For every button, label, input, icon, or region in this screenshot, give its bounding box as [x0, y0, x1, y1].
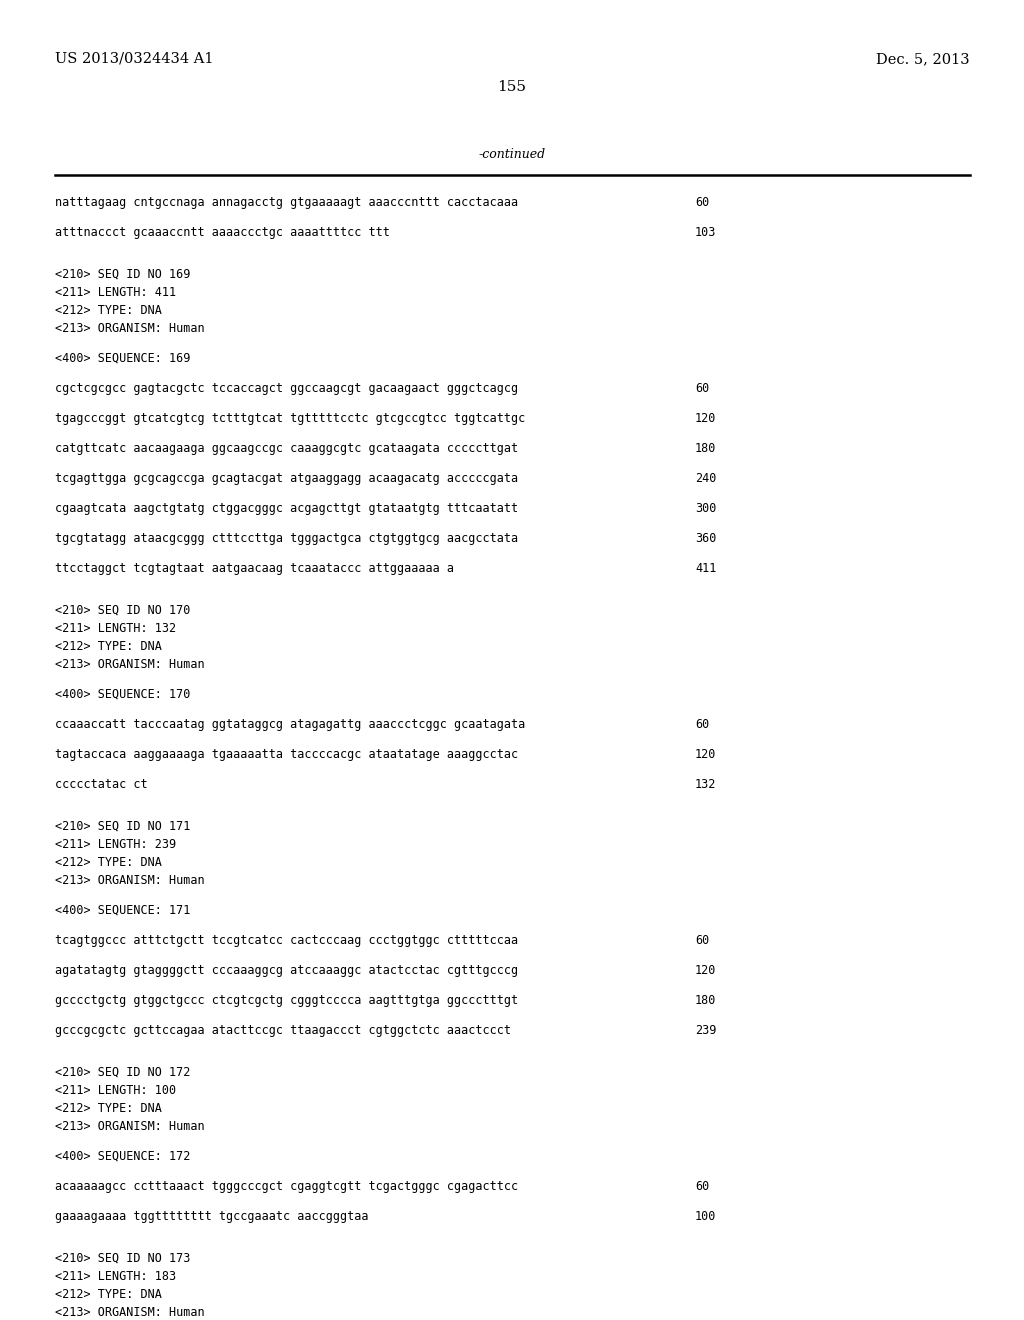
Text: 103: 103 — [695, 226, 717, 239]
Text: <211> LENGTH: 411: <211> LENGTH: 411 — [55, 286, 176, 300]
Text: 60: 60 — [695, 718, 710, 731]
Text: <210> SEQ ID NO 169: <210> SEQ ID NO 169 — [55, 268, 190, 281]
Text: tgcgtatagg ataacgcggg ctttccttga tgggactgca ctgtggtgcg aacgcctata: tgcgtatagg ataacgcggg ctttccttga tgggact… — [55, 532, 518, 545]
Text: <400> SEQUENCE: 172: <400> SEQUENCE: 172 — [55, 1150, 190, 1163]
Text: cgctcgcgcc gagtacgctc tccaccagct ggccaagcgt gacaagaact gggctcagcg: cgctcgcgcc gagtacgctc tccaccagct ggccaag… — [55, 381, 518, 395]
Text: <212> TYPE: DNA: <212> TYPE: DNA — [55, 304, 162, 317]
Text: gaaaagaaaa tggtttttttt tgccgaaatc aaccgggtaa: gaaaagaaaa tggtttttttt tgccgaaatc aaccgg… — [55, 1210, 369, 1224]
Text: <212> TYPE: DNA: <212> TYPE: DNA — [55, 855, 162, 869]
Text: 120: 120 — [695, 964, 717, 977]
Text: natttagaag cntgccnaga annagacctg gtgaaaaagt aaacccnttt cacctacaaa: natttagaag cntgccnaga annagacctg gtgaaaa… — [55, 195, 518, 209]
Text: ttcctaggct tcgtagtaat aatgaacaag tcaaataccc attggaaaaa a: ttcctaggct tcgtagtaat aatgaacaag tcaaata… — [55, 562, 454, 576]
Text: <400> SEQUENCE: 170: <400> SEQUENCE: 170 — [55, 688, 190, 701]
Text: atttnaccct gcaaaccntt aaaaccctgc aaaattttcc ttt: atttnaccct gcaaaccntt aaaaccctgc aaaattt… — [55, 226, 390, 239]
Text: 360: 360 — [695, 532, 717, 545]
Text: <400> SEQUENCE: 171: <400> SEQUENCE: 171 — [55, 904, 190, 917]
Text: 60: 60 — [695, 195, 710, 209]
Text: <210> SEQ ID NO 170: <210> SEQ ID NO 170 — [55, 605, 190, 616]
Text: <211> LENGTH: 100: <211> LENGTH: 100 — [55, 1084, 176, 1097]
Text: <400> SEQUENCE: 169: <400> SEQUENCE: 169 — [55, 352, 190, 366]
Text: tagtaccaca aaggaaaaga tgaaaaatta taccccacgc ataatatage aaaggcctac: tagtaccaca aaggaaaaga tgaaaaatta tacccca… — [55, 748, 518, 762]
Text: US 2013/0324434 A1: US 2013/0324434 A1 — [55, 51, 213, 66]
Text: gcccctgctg gtggctgccc ctcgtcgctg cgggtcccca aagtttgtga ggccctttgt: gcccctgctg gtggctgccc ctcgtcgctg cgggtcc… — [55, 994, 518, 1007]
Text: <212> TYPE: DNA: <212> TYPE: DNA — [55, 1288, 162, 1302]
Text: tcagtggccc atttctgctt tccgtcatcc cactcccaag ccctggtggc ctttttccaa: tcagtggccc atttctgctt tccgtcatcc cactccc… — [55, 935, 518, 946]
Text: Dec. 5, 2013: Dec. 5, 2013 — [877, 51, 970, 66]
Text: <210> SEQ ID NO 171: <210> SEQ ID NO 171 — [55, 820, 190, 833]
Text: ccccctatac ct: ccccctatac ct — [55, 777, 147, 791]
Text: 120: 120 — [695, 412, 717, 425]
Text: 239: 239 — [695, 1024, 717, 1038]
Text: <211> LENGTH: 132: <211> LENGTH: 132 — [55, 622, 176, 635]
Text: <213> ORGANISM: Human: <213> ORGANISM: Human — [55, 1119, 205, 1133]
Text: 100: 100 — [695, 1210, 717, 1224]
Text: <213> ORGANISM: Human: <213> ORGANISM: Human — [55, 1305, 205, 1319]
Text: <211> LENGTH: 239: <211> LENGTH: 239 — [55, 838, 176, 851]
Text: 132: 132 — [695, 777, 717, 791]
Text: 60: 60 — [695, 1180, 710, 1193]
Text: 60: 60 — [695, 935, 710, 946]
Text: <212> TYPE: DNA: <212> TYPE: DNA — [55, 1102, 162, 1115]
Text: <211> LENGTH: 183: <211> LENGTH: 183 — [55, 1270, 176, 1283]
Text: tgagcccggt gtcatcgtcg tctttgtcat tgtttttcctc gtcgccgtcc tggtcattgc: tgagcccggt gtcatcgtcg tctttgtcat tgttttt… — [55, 412, 525, 425]
Text: ccaaaccatt tacccaatag ggtataggcg atagagattg aaaccctcggc gcaatagata: ccaaaccatt tacccaatag ggtataggcg atagaga… — [55, 718, 525, 731]
Text: 60: 60 — [695, 381, 710, 395]
Text: agatatagtg gtaggggctt cccaaaggcg atccaaaggc atactcctac cgtttgcccg: agatatagtg gtaggggctt cccaaaggcg atccaaa… — [55, 964, 518, 977]
Text: <213> ORGANISM: Human: <213> ORGANISM: Human — [55, 657, 205, 671]
Text: <210> SEQ ID NO 173: <210> SEQ ID NO 173 — [55, 1251, 190, 1265]
Text: cgaagtcata aagctgtatg ctggacgggc acgagcttgt gtataatgtg tttcaatatt: cgaagtcata aagctgtatg ctggacgggc acgagct… — [55, 502, 518, 515]
Text: catgttcatc aacaagaaga ggcaagccgc caaaggcgtc gcataagata cccccttgat: catgttcatc aacaagaaga ggcaagccgc caaaggc… — [55, 442, 518, 455]
Text: 120: 120 — [695, 748, 717, 762]
Text: <210> SEQ ID NO 172: <210> SEQ ID NO 172 — [55, 1067, 190, 1078]
Text: tcgagttgga gcgcagccga gcagtacgat atgaaggagg acaagacatg acccccgata: tcgagttgga gcgcagccga gcagtacgat atgaagg… — [55, 473, 518, 484]
Text: 180: 180 — [695, 994, 717, 1007]
Text: acaaaaagcc cctttaaact tgggcccgct cgaggtcgtt tcgactgggc cgagacttcc: acaaaaagcc cctttaaact tgggcccgct cgaggtc… — [55, 1180, 518, 1193]
Text: gcccgcgctc gcttccagaa atacttccgc ttaagaccct cgtggctctc aaactccct: gcccgcgctc gcttccagaa atacttccgc ttaagac… — [55, 1024, 511, 1038]
Text: 180: 180 — [695, 442, 717, 455]
Text: <213> ORGANISM: Human: <213> ORGANISM: Human — [55, 874, 205, 887]
Text: 411: 411 — [695, 562, 717, 576]
Text: 240: 240 — [695, 473, 717, 484]
Text: 300: 300 — [695, 502, 717, 515]
Text: <213> ORGANISM: Human: <213> ORGANISM: Human — [55, 322, 205, 335]
Text: 155: 155 — [498, 81, 526, 94]
Text: -continued: -continued — [478, 148, 546, 161]
Text: <212> TYPE: DNA: <212> TYPE: DNA — [55, 640, 162, 653]
